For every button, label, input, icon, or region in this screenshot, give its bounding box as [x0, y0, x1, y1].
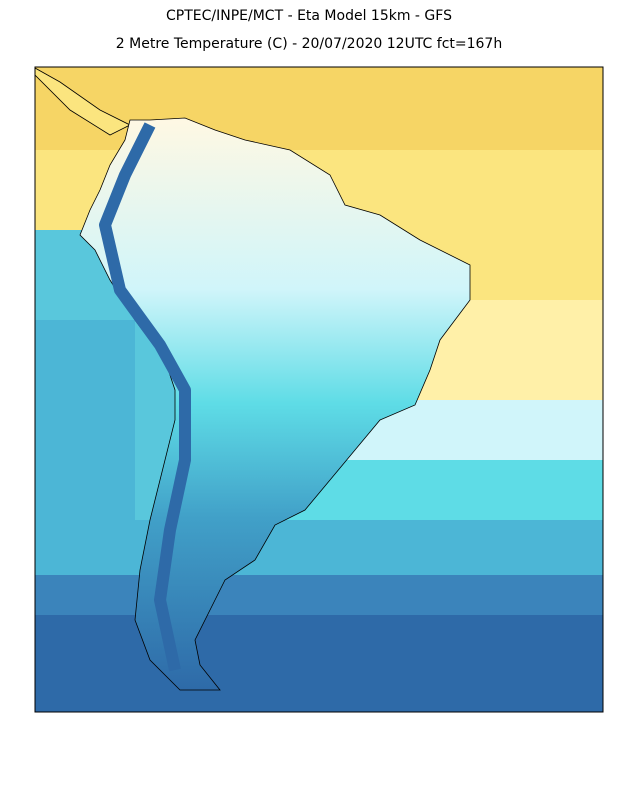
map-field [35, 67, 603, 712]
title-line: 2 Metre Temperature (C) - 20/07/2020 12U… [116, 36, 502, 52]
title-line: CPTEC/INPE/MCT - Eta Model 15km - GFS [166, 8, 452, 24]
map-frame [34, 66, 604, 713]
